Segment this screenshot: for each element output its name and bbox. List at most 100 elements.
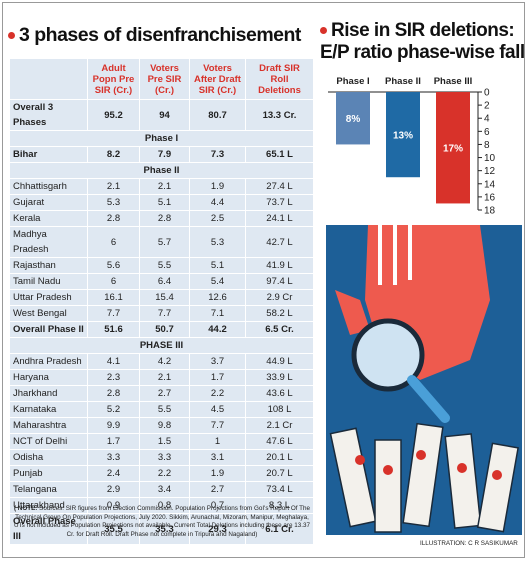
cell: 5.7 — [139, 226, 190, 258]
cell: 2.8 — [87, 210, 140, 227]
table-row: Chhattisgarh 2.1 2.1 1.9 27.4 L — [9, 178, 314, 195]
cell: 6.5 Cr. — [245, 321, 314, 338]
cell: 1.7 — [189, 369, 246, 386]
row-label: NCT of Delhi — [9, 433, 88, 450]
row-label: Odisha — [9, 449, 88, 466]
cell: 5.3 — [87, 194, 140, 211]
cell: 20.7 L — [245, 465, 314, 482]
table-row: Overall Phase II 51.6 50.7 44.2 6.5 Cr. — [9, 321, 314, 338]
cell: 58.2 L — [245, 305, 314, 322]
cell: 2.9 — [87, 481, 140, 498]
cell: 80.7 — [189, 99, 246, 131]
header-cell: Voters Pre SIR (Cr.) — [139, 58, 190, 100]
cell: 5.5 — [139, 257, 190, 274]
table-row: Madhya Pradesh 6 5.7 5.3 42.7 L — [9, 226, 314, 258]
table-row: Uttar Pradesh 16.1 15.4 12.6 2.9 Cr — [9, 289, 314, 306]
cell: 97.4 L — [245, 273, 314, 290]
cell: 2.9 Cr — [245, 289, 314, 306]
cell: 2.4 — [87, 465, 140, 482]
cell: 9.8 — [139, 417, 190, 434]
cell: 5.6 — [87, 257, 140, 274]
cell: 27.4 L — [245, 178, 314, 195]
cell: 2.3 — [87, 369, 140, 386]
table-row: Maharashtra 9.9 9.8 7.7 2.1 Cr — [9, 417, 314, 434]
cell: 7.7 — [139, 305, 190, 322]
cell: 3.7 — [189, 353, 246, 370]
cell: 33.9 L — [245, 369, 314, 386]
cell: 1.7 — [87, 433, 140, 450]
table-row: Bihar 8.2 7.9 7.3 65.1 L — [9, 146, 314, 163]
cell: 2.2 — [189, 385, 246, 402]
cell: 5.1 — [139, 194, 190, 211]
table-row: West Bengal 7.7 7.7 7.1 58.2 L — [9, 305, 314, 322]
row-label: Haryana — [9, 369, 88, 386]
row-label: Tamil Nadu — [9, 273, 88, 290]
row-label: Andhra Pradesh — [9, 353, 88, 370]
cell: 7.1 — [189, 305, 246, 322]
cell: 2.1 — [87, 178, 140, 195]
cell: 51.6 — [87, 321, 140, 338]
table-row: Phase I — [9, 130, 314, 147]
cell: 5.5 — [139, 401, 190, 418]
table-row: Odisha 3.3 3.3 3.1 20.1 L — [9, 449, 314, 466]
section-cell: Phase II — [9, 162, 314, 179]
row-label: Telangana — [9, 481, 88, 498]
row-label: Madhya Pradesh — [9, 226, 88, 258]
table-row: Overall Phase III 35.5 35.3 29.3 6.1 Cr. — [9, 513, 314, 545]
table-row: Kerala 2.8 2.8 2.5 24.1 L — [9, 210, 314, 227]
cell: 2.2 — [139, 465, 190, 482]
cell: 2.7 — [139, 385, 190, 402]
header-row: Adult Popn Pre SIR (Cr.) Voters Pre SIR (… — [9, 58, 314, 100]
cell: 5.2 — [87, 401, 140, 418]
chart-title: Rise in SIR deletions: E/P ratio phase-w… — [320, 20, 525, 64]
cell: 108 L — [245, 401, 314, 418]
cell: 13.3 Cr. — [245, 99, 314, 131]
cell: 41.9 L — [245, 257, 314, 274]
cell: 1.9 — [189, 465, 246, 482]
row-label: Rajasthan — [9, 257, 88, 274]
cell: 73.7 L — [245, 194, 314, 211]
cell: 65.1 L — [245, 146, 314, 163]
table-row: Rajasthan 5.6 5.5 5.1 41.9 L — [9, 257, 314, 274]
cell: 2.1 — [139, 369, 190, 386]
table-row: Tamil Nadu 6 6.4 5.4 97.4 L — [9, 273, 314, 290]
cell: 20.1 L — [245, 449, 314, 466]
cell: 7.3 — [189, 146, 246, 163]
cell: 47.6 L — [245, 433, 314, 450]
row-label: Overall 3 Phases — [9, 99, 88, 131]
cell: 95.2 — [87, 99, 140, 131]
cell: 16.1 — [87, 289, 140, 306]
data-table: Adult Popn Pre SIR (Cr.) Voters Pre SIR (… — [9, 58, 314, 545]
cell: 12.6 — [189, 289, 246, 306]
header-cell: Adult Popn Pre SIR (Cr.) — [87, 58, 140, 100]
header-cell — [9, 58, 88, 100]
cell: 4.4 — [189, 194, 246, 211]
cell: 2.1 — [139, 178, 190, 195]
cell: 15.4 — [139, 289, 190, 306]
cell: 3.3 — [87, 449, 140, 466]
table-row: Andhra Pradesh 4.1 4.2 3.7 44.9 L — [9, 353, 314, 370]
cell: 2.5 — [189, 210, 246, 227]
table-row: Telangana 2.9 3.4 2.7 73.4 L — [9, 481, 314, 498]
cell: 24.1 L — [245, 210, 314, 227]
cell: 44.9 L — [245, 353, 314, 370]
credit: ILLUSTRATION: C R SASIKUMAR — [420, 540, 518, 547]
cell: 3.4 — [139, 481, 190, 498]
cell: 6 — [87, 226, 140, 258]
cell: 7.7 — [87, 305, 140, 322]
row-label: Bihar — [9, 146, 88, 163]
cell: 43.6 L — [245, 385, 314, 402]
cell: 4.1 — [87, 353, 140, 370]
row-label: Gujarat — [9, 194, 88, 211]
table-row: Haryana 2.3 2.1 1.7 33.9 L — [9, 369, 314, 386]
row-label: Overall Phase II — [9, 321, 88, 338]
cell: 94 — [139, 99, 190, 131]
cell: 50.7 — [139, 321, 190, 338]
header-cell: Draft SIR Roll Deletions — [245, 58, 314, 100]
note-label: ( NOTE: — [13, 505, 38, 512]
cell: 73.4 L — [245, 481, 314, 498]
cell: 1.5 — [139, 433, 190, 450]
cell: 5.4 — [189, 273, 246, 290]
row-label: West Bengal — [9, 305, 88, 322]
row-label: Punjab — [9, 465, 88, 482]
